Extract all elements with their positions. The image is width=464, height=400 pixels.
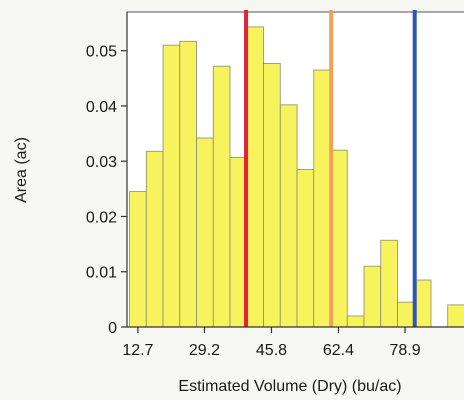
histogram-bar	[413, 279, 432, 328]
histogram-bar	[246, 26, 264, 328]
x-tick-label: 12.7	[122, 342, 153, 359]
x-tick-label: 45.8	[256, 342, 287, 359]
histogram-bar	[129, 191, 147, 328]
y-tick-label: 0.04	[86, 99, 117, 116]
x-tick-label: 78.9	[389, 342, 420, 359]
histogram-bar	[162, 44, 181, 328]
y-tick-label: 0.05	[86, 44, 117, 61]
y-tick-label: 0	[108, 320, 117, 337]
histogram-bar	[380, 239, 398, 328]
histogram-bar	[296, 169, 315, 328]
histogram-bar	[363, 265, 382, 328]
y-tick-label: 0.03	[86, 154, 117, 171]
histogram-bar	[447, 304, 464, 328]
histogram-bar	[346, 315, 365, 328]
x-tick-label: 62.4	[323, 342, 354, 359]
histogram-bar	[397, 301, 415, 328]
histogram-bar	[145, 150, 164, 328]
histogram-bar	[263, 62, 281, 328]
histogram-bar	[212, 65, 231, 328]
y-axis-title: Area (ac)	[13, 137, 30, 203]
y-tick-label: 0.01	[86, 265, 117, 282]
histogram-bar	[196, 137, 214, 328]
y-tick-label: 0.02	[86, 209, 117, 226]
x-axis-title: Estimated Volume (Dry) (bu/ac)	[178, 378, 401, 395]
x-tick-label: 29.2	[189, 342, 220, 359]
histogram-bar	[179, 40, 197, 328]
histogram-bar	[279, 104, 298, 328]
histogram-bar	[313, 69, 331, 328]
